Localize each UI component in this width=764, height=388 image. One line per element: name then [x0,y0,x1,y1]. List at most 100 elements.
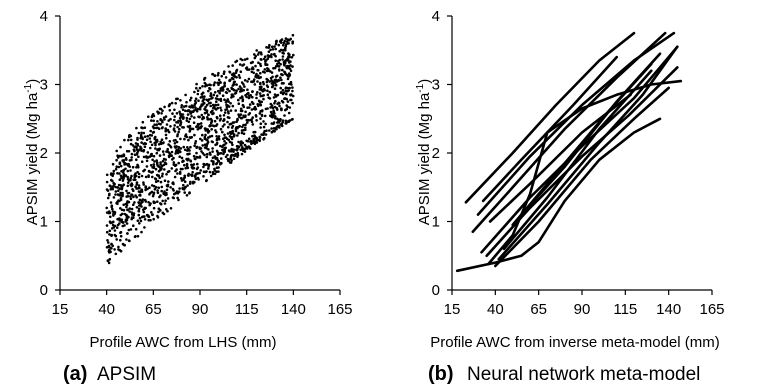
scatter-point [136,163,139,167]
scatter-point [114,193,117,196]
scatter-point [223,133,226,137]
scatter-point [165,191,168,195]
scatter-point [222,118,226,121]
scatter-point [274,54,277,58]
scatter-point [172,139,176,142]
scatter-point [144,186,147,189]
scatter-point [179,150,182,154]
scatter-point [154,147,157,150]
scatter-points [105,33,295,265]
scatter-point [222,150,225,154]
y-tick-label: 2 [432,145,440,162]
scatter-point [196,92,200,96]
scatter-point [217,166,220,169]
scatter-point [196,172,200,175]
scatter-point [109,215,112,219]
x-tick-label: 15 [52,301,69,318]
scatter-point [236,151,240,155]
scatter-point [165,208,168,211]
scatter-point [137,165,140,169]
scatter-point [144,175,148,179]
scatter-point [141,137,144,141]
scatter-point [194,97,198,100]
scatter-point [195,151,198,155]
scatter-point [192,109,196,112]
scatter-point [216,116,219,120]
scatter-point [144,188,147,192]
scatter-point [116,172,119,175]
scatter-point [134,145,138,148]
scatter-point [132,178,135,182]
scatter-point [134,185,137,188]
scatter-point [235,83,238,86]
series-line-10 [494,86,670,268]
scatter-point [231,143,234,147]
scatter-point [274,47,278,51]
scatter-point [195,167,199,171]
scatter-point [248,103,252,106]
scatter-point [137,213,141,217]
scatter-point [155,123,158,126]
scatter-point [212,93,216,97]
scatter-point [118,172,121,175]
x-tick-label: 140 [656,301,681,318]
scatter-point [270,71,274,74]
scatter-point [194,106,197,110]
scatter-point [270,104,274,107]
scatter-point [122,243,126,247]
scatter-point [201,91,205,95]
scatter-point [122,208,126,212]
scatter-point [207,129,211,133]
scatter-point [250,120,254,124]
scatter-point [225,103,228,107]
scatter-point [160,185,164,189]
scatter-point [187,138,190,142]
scatter-point [185,119,189,122]
scatter-point [135,166,138,169]
scatter-point [202,175,205,178]
scatter-point [147,115,150,118]
scatter-point [186,152,190,156]
scatter-point [178,187,181,190]
scatter-point [172,161,176,164]
scatter-point [157,127,161,130]
scatter-point [177,130,180,134]
scatter-point [264,133,268,136]
scatter-point [119,164,123,168]
scatter-point [152,163,156,166]
scatter-point [188,110,192,114]
panel-title: APSIM [97,364,156,385]
y-tick-label: 1 [432,214,440,231]
scatter-point [118,162,122,166]
x-tick-label: 65 [530,301,547,318]
scatter-point [250,118,253,121]
scatter-point [234,109,237,112]
scatter-point [209,101,212,105]
scatter-point [273,102,276,105]
scatter-point [186,158,189,162]
scatter-point [178,155,181,158]
scatter-point [256,68,260,72]
scatter-point [283,97,286,100]
scatter-point [139,136,142,140]
scatter-point [184,109,187,113]
scatter-point [254,114,258,117]
scatter-point [235,68,239,72]
scatter-point [201,144,204,147]
scatter-point [151,175,154,179]
scatter-point [225,108,229,111]
scatter-point [178,172,182,175]
scatter-point [208,170,212,174]
scatter-point [122,168,125,172]
scatter-point [207,136,210,139]
scatter-point [176,196,179,200]
scatter-point [137,172,141,176]
scatter-point [186,149,189,152]
scatter-point [133,153,137,156]
scatter-point [214,156,217,159]
scatter-point [206,140,210,144]
scatter-point [278,40,282,43]
scatter-point [241,149,245,152]
scatter-point [151,125,155,128]
scatter-point [255,76,259,79]
